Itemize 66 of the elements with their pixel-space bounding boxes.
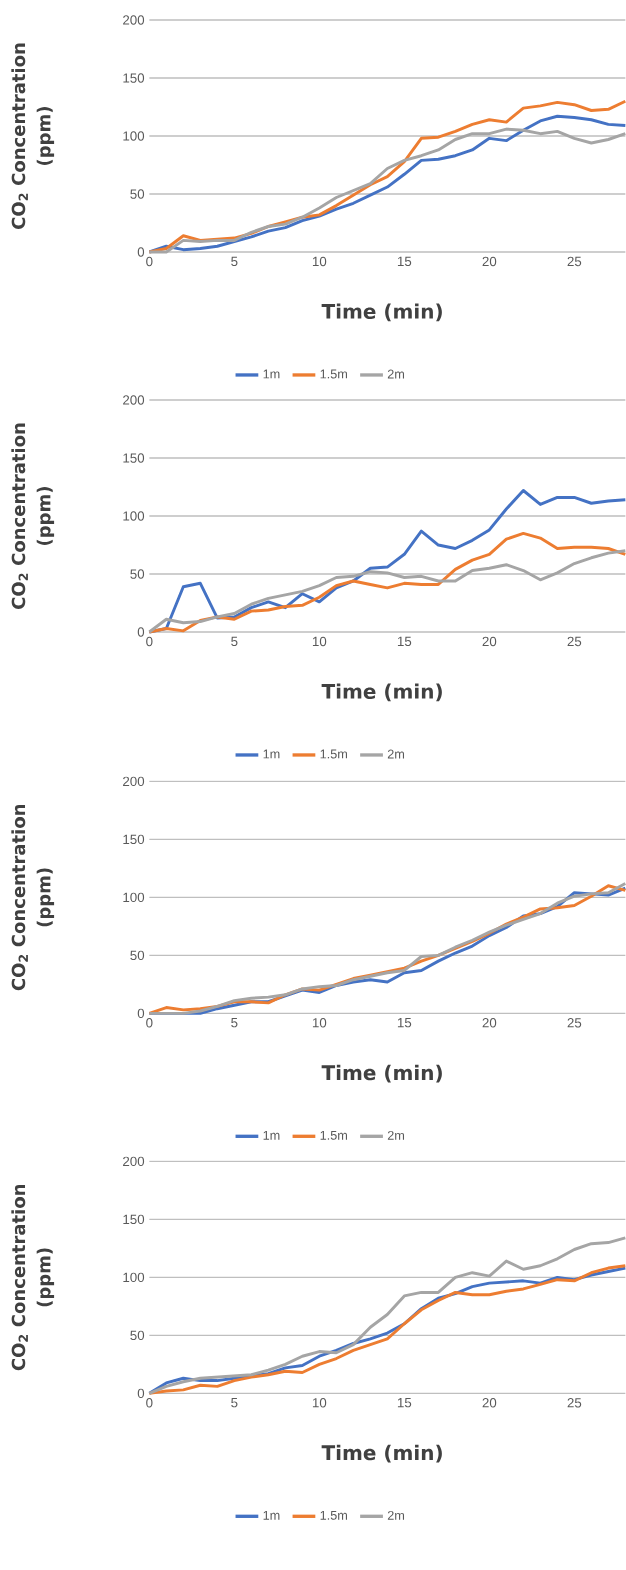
y-tick-label: 200	[123, 15, 145, 25]
line-series	[147, 549, 626, 634]
x-tick-label: 0	[146, 636, 153, 647]
legend-label: 2m	[387, 1130, 405, 1140]
y-tick-label: 50	[130, 950, 145, 961]
x-tick-label: 5	[231, 1018, 238, 1028]
x-tick-label: 20	[482, 1018, 497, 1028]
x-axis-title: Time (min)	[321, 1444, 442, 1463]
x-tick-label: 0	[146, 256, 153, 267]
x-tick-label: 25	[567, 256, 582, 267]
x-tick-label: 20	[482, 256, 497, 267]
y-tick-label: 50	[130, 1330, 145, 1341]
y-tick-label: 0	[137, 627, 145, 637]
y-tick-label: 100	[123, 1272, 145, 1283]
y-tick-label: 200	[123, 776, 145, 787]
x-tick-label: 10	[312, 1398, 327, 1408]
x-tick-label: 20	[482, 1398, 497, 1408]
x-tick-label: 0	[146, 1018, 153, 1028]
y-tick-label: 50	[130, 569, 145, 579]
x-tick-label: 15	[397, 256, 412, 267]
x-tick-label: 10	[312, 256, 327, 267]
x-tick-label: 10	[312, 1018, 327, 1028]
y-tick-label: 150	[123, 1214, 145, 1225]
y-tick-label: 0	[137, 1388, 145, 1399]
y-tick-label: 200	[123, 1156, 145, 1167]
legend-label: 1.5m	[320, 1510, 347, 1520]
x-tick-label: 15	[397, 636, 412, 647]
x-tick-label: 15	[397, 1018, 412, 1028]
x-tick-label: 10	[312, 636, 327, 647]
y-axis-title: CO$_{2}$ Concentration (ppm)	[11, 804, 55, 991]
legend-label: 2m	[387, 1510, 405, 1520]
y-tick-label: 150	[123, 834, 145, 845]
line-series	[147, 531, 626, 634]
y-tick-label: 150	[123, 73, 145, 83]
y-tick-label: 200	[123, 395, 145, 405]
legend-label: 1.5m	[320, 749, 347, 759]
x-tick-label: 0	[146, 1398, 153, 1408]
x-tick-label: 5	[231, 636, 238, 647]
legend-label: 1.5m	[320, 369, 347, 379]
x-axis-title: Time (min)	[321, 1064, 442, 1083]
y-axis-title: CO$_{2}$ Concentration (ppm)	[11, 43, 55, 229]
x-tick-label: 5	[231, 256, 238, 267]
legend-label: 1m	[263, 1130, 280, 1140]
x-tick-label: 25	[567, 636, 582, 647]
y-axis-title: CO$_{2}$ Concentration (ppm)	[11, 1184, 55, 1371]
y-tick-label: 0	[137, 1008, 145, 1019]
legend-label: 2m	[387, 369, 405, 379]
legend-label: 1m	[263, 369, 280, 379]
x-axis-title: Time (min)	[321, 683, 442, 702]
x-tick-label: 5	[231, 1398, 238, 1408]
legend-label: 1m	[263, 749, 280, 759]
y-axis-title: CO$_{2}$ Concentration (ppm)	[11, 423, 55, 609]
legend-label: 2m	[387, 749, 405, 759]
y-tick-label: 50	[130, 189, 145, 199]
x-tick-label: 20	[482, 636, 497, 647]
y-tick-label: 150	[123, 453, 145, 463]
x-tick-label: 25	[567, 1018, 582, 1028]
y-tick-label: 0	[137, 247, 145, 257]
y-tick-label: 100	[123, 892, 145, 903]
x-tick-label: 25	[567, 1398, 582, 1408]
legend-label: 1m	[263, 1510, 280, 1520]
legend-label: 1.5m	[320, 1130, 347, 1140]
y-tick-label: 100	[123, 131, 145, 141]
x-axis-title: Time (min)	[321, 303, 442, 322]
x-tick-label: 15	[397, 1398, 412, 1408]
y-tick-label: 100	[123, 511, 145, 521]
